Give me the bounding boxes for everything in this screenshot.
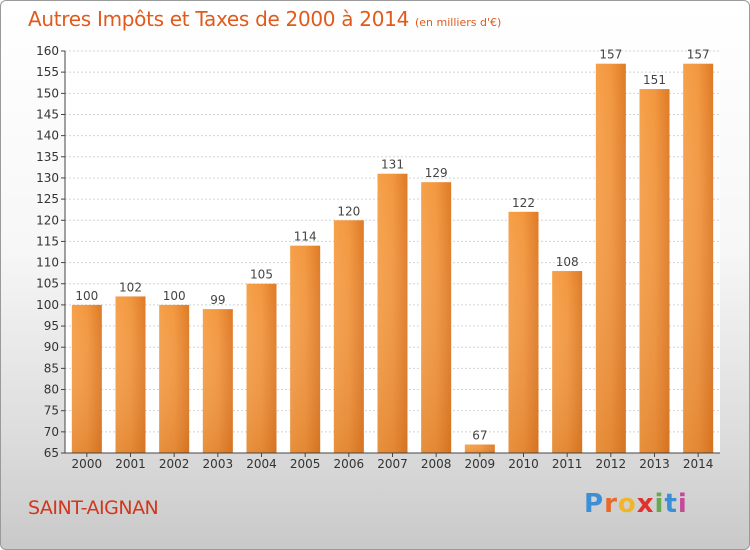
y-tick-label: 65 bbox=[44, 446, 59, 460]
x-tick-label: 2007 bbox=[377, 457, 408, 471]
y-tick-label: 115 bbox=[36, 234, 59, 248]
data-labels: 100 102 100 99 105 114 120 131 129 67 122 108 157 151… bbox=[75, 48, 709, 443]
logo-letter: i bbox=[654, 489, 665, 519]
data-label: 100 bbox=[75, 289, 98, 303]
y-tick-label: 90 bbox=[44, 340, 59, 354]
logo-letter: r bbox=[604, 489, 618, 519]
y-tick-label: 110 bbox=[36, 256, 59, 270]
bar-shade-2001 bbox=[115, 296, 146, 453]
x-tick-label: 2003 bbox=[203, 457, 234, 471]
bar-shade-2005 bbox=[290, 245, 321, 453]
x-tick-label: 2012 bbox=[596, 457, 627, 471]
y-tick-label: 160 bbox=[36, 44, 59, 58]
y-tick-label: 100 bbox=[36, 298, 59, 312]
y-tick-label: 135 bbox=[36, 150, 59, 164]
x-tick-label: 2000 bbox=[72, 457, 103, 471]
x-tick-label: 2001 bbox=[115, 457, 146, 471]
y-tick-label: 85 bbox=[44, 361, 59, 375]
y-tick-label: 95 bbox=[44, 319, 59, 333]
data-label: 129 bbox=[425, 166, 448, 180]
bar-shade-2009 bbox=[464, 444, 495, 453]
axes: 65 70 75 80 85 90 95 100 105 110 115 120 125 130 135 14… bbox=[36, 44, 720, 471]
logo-letter: i bbox=[677, 489, 688, 519]
bar-shade-2013 bbox=[639, 89, 670, 453]
y-tick-label: 150 bbox=[36, 86, 59, 100]
bar-shade-2006 bbox=[333, 220, 364, 453]
data-label: 120 bbox=[337, 204, 360, 218]
y-tick-label: 75 bbox=[44, 404, 59, 418]
bar-shade-2007 bbox=[377, 173, 408, 453]
data-label: 108 bbox=[556, 255, 579, 269]
data-label: 151 bbox=[643, 73, 666, 87]
x-tick-label: 2005 bbox=[290, 457, 321, 471]
y-tick-label: 125 bbox=[36, 192, 59, 206]
data-label: 114 bbox=[294, 230, 317, 244]
proxiti-logo: Proxiti bbox=[584, 489, 688, 519]
x-tick-label: 2013 bbox=[639, 457, 670, 471]
bar-shade-2010 bbox=[508, 211, 539, 453]
data-label: 99 bbox=[210, 293, 225, 307]
y-tick-label: 130 bbox=[36, 171, 59, 185]
x-tick-label: 2006 bbox=[334, 457, 365, 471]
data-label: 67 bbox=[472, 429, 487, 443]
bar-shade-2012 bbox=[595, 63, 626, 454]
bar-shade-2004 bbox=[246, 283, 277, 453]
x-tick-label: 2008 bbox=[421, 457, 452, 471]
y-tick-label: 140 bbox=[36, 129, 59, 143]
data-label: 105 bbox=[250, 268, 273, 282]
x-tick-label: 2011 bbox=[552, 457, 583, 471]
logo-letter: o bbox=[617, 489, 637, 519]
bars bbox=[71, 63, 714, 454]
y-tick-label: 120 bbox=[36, 213, 59, 227]
bar-shade-2011 bbox=[552, 271, 583, 453]
data-label: 100 bbox=[163, 289, 186, 303]
logo-letter: t bbox=[664, 489, 678, 519]
y-tick-label: 105 bbox=[36, 277, 59, 291]
chart-subtitle: (en milliers d'€) bbox=[415, 16, 502, 29]
bar-shade-2000 bbox=[71, 304, 102, 453]
commune-name: SAINT-AIGNAN bbox=[28, 497, 159, 519]
x-tick-label: 2009 bbox=[465, 457, 496, 471]
data-label: 157 bbox=[687, 48, 710, 62]
y-tick-label: 145 bbox=[36, 107, 59, 121]
x-tick-label: 2014 bbox=[683, 457, 714, 471]
data-label: 157 bbox=[599, 48, 622, 62]
bar-shade-2003 bbox=[202, 309, 233, 453]
y-tick-label: 80 bbox=[44, 383, 59, 397]
bar-shade-2014 bbox=[683, 63, 714, 454]
title-text: Autres Impôts et Taxes de 2000 à 2014 bbox=[28, 7, 409, 31]
y-tick-label: 155 bbox=[36, 65, 59, 79]
chart-title: Autres Impôts et Taxes de 2000 à 2014 (en… bbox=[28, 7, 501, 31]
logo-letter: x bbox=[636, 489, 655, 519]
x-tick-label: 2010 bbox=[508, 457, 539, 471]
x-tick-label: 2004 bbox=[246, 457, 277, 471]
bar-shade-2002 bbox=[159, 304, 190, 453]
x-tick-label: 2002 bbox=[159, 457, 190, 471]
data-label: 102 bbox=[119, 280, 142, 294]
bar-shade-2008 bbox=[421, 182, 452, 453]
data-label: 131 bbox=[381, 158, 404, 172]
y-tick-label: 70 bbox=[44, 425, 59, 439]
data-label: 122 bbox=[512, 196, 535, 210]
logo-letter: P bbox=[584, 489, 605, 519]
